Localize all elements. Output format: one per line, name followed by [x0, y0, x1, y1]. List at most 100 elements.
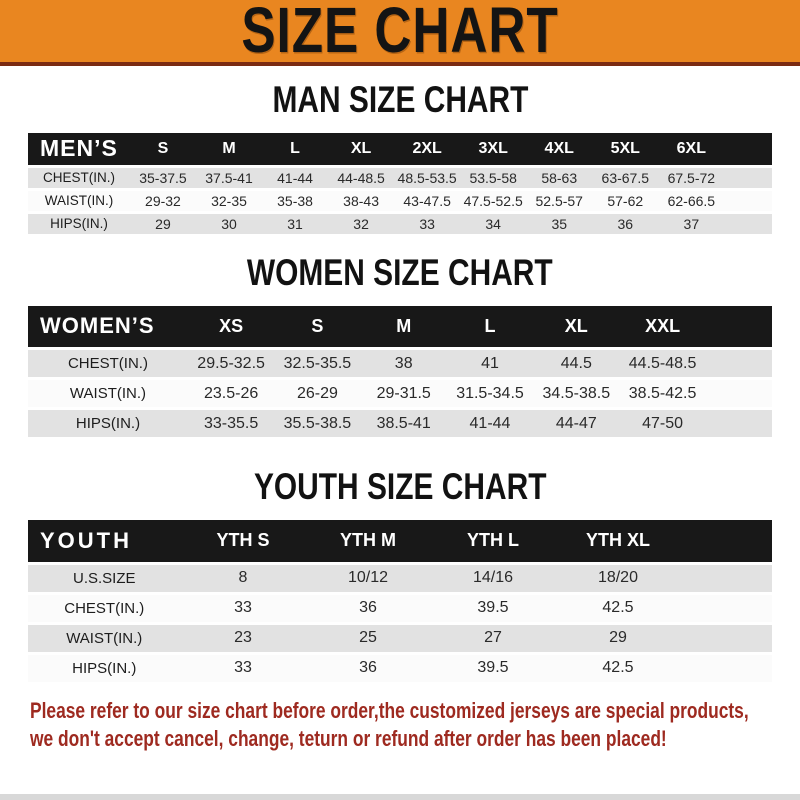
- size-value-cell: 47.5-52.5: [460, 189, 527, 214]
- size-value-cell: 31.5-34.5: [446, 378, 534, 410]
- column-header: 5XL: [592, 133, 659, 168]
- size-value-cell: 29.5-32.5: [187, 348, 275, 380]
- column-header: M: [360, 305, 447, 350]
- youth-section-title: YOUTH SIZE CHART: [253, 465, 547, 507]
- size-value-cell: 44-48.5: [328, 166, 395, 191]
- spacer-cell: [724, 133, 772, 168]
- women-section-title: WOMEN SIZE CHART: [247, 252, 553, 294]
- size-value-cell: 36: [305, 593, 431, 625]
- size-value-cell: 8: [180, 563, 306, 595]
- size-value-cell: 38: [360, 348, 447, 380]
- size-value-cell: 38.5-41: [360, 408, 447, 440]
- size-value-cell: 26-29: [274, 378, 361, 410]
- size-value-cell: 63-67.5: [592, 166, 659, 191]
- spacer-cell: [705, 348, 772, 380]
- section-youth: YOUTH SIZE CHART YOUTH YTH S YTH M YTH L YTH…: [0, 465, 800, 685]
- row-label: WAIST(IN.): [28, 378, 188, 410]
- note-line-2: we don't accept cancel, change, teturn o…: [30, 725, 667, 751]
- women-size-table: WOMEN’S XS S M L XL XXL CHEST(IN.) 29.5-32.5 32.5…: [28, 305, 772, 440]
- size-value-cell: 43-47.5: [394, 189, 461, 214]
- size-value-cell: 34: [460, 212, 527, 237]
- size-value-cell: 37.5-41: [195, 166, 263, 191]
- column-header: XS: [187, 305, 275, 350]
- table-row: CHEST(IN.) 35-37.5 37.5-41 41-44 44-48.5 48.5…: [28, 166, 772, 191]
- size-value-cell: 35: [526, 212, 593, 237]
- size-value-cell: 44-47: [533, 408, 620, 440]
- size-value-cell: 32: [328, 212, 395, 237]
- size-value-cell: 33: [394, 212, 461, 237]
- size-value-cell: 57-62: [592, 189, 659, 214]
- column-header: XL: [328, 133, 395, 168]
- size-value-cell: 18/20: [555, 563, 681, 595]
- column-header: L: [262, 133, 329, 168]
- size-value-cell: 47-50: [619, 408, 706, 440]
- size-value-cell: 29-31.5: [360, 378, 447, 410]
- row-label: HIPS(IN.): [28, 212, 130, 237]
- table-row: CHEST(IN.) 33 36 39.5 42.5: [28, 593, 772, 625]
- note-line-1: Please refer to our size chart before or…: [30, 697, 749, 723]
- row-label: HIPS(IN.): [28, 653, 181, 685]
- spacer-cell: [724, 166, 772, 191]
- size-value-cell: 39.5: [430, 593, 556, 625]
- row-label: CHEST(IN.): [28, 593, 181, 625]
- spacer-cell: [680, 520, 772, 565]
- table-row: WAIST(IN.) 23 25 27 29: [28, 623, 772, 655]
- size-value-cell: 42.5: [555, 593, 681, 625]
- size-value-cell: 34.5-38.5: [533, 378, 620, 410]
- size-value-cell: 53.5-58: [460, 166, 527, 191]
- spacer-cell: [705, 378, 772, 410]
- size-value-cell: 36: [592, 212, 659, 237]
- size-value-cell: 14/16: [430, 563, 556, 595]
- size-value-cell: 33: [180, 653, 306, 685]
- row-label: WAIST(IN.): [28, 623, 181, 655]
- column-header: 3XL: [460, 133, 527, 168]
- spacer-cell: [680, 653, 772, 685]
- size-value-cell: 32-35: [195, 189, 263, 214]
- row-label: CHEST(IN.): [28, 348, 188, 380]
- size-value-cell: 33: [180, 593, 306, 625]
- spacer-cell: [705, 408, 772, 440]
- column-header: YTH S: [180, 520, 306, 565]
- size-value-cell: 52.5-57: [526, 189, 593, 214]
- page-title: SIZE CHART: [241, 0, 559, 67]
- size-value-cell: 35.5-38.5: [274, 408, 361, 440]
- youth-size-table: YOUTH YTH S YTH M YTH L YTH XL U.S.SIZE 8 10/12…: [28, 520, 772, 685]
- size-value-cell: 33-35.5: [187, 408, 275, 440]
- column-header: 4XL: [526, 133, 593, 168]
- table-header-row: MEN’S S M L XL 2XL 3XL 4XL 5XL 6XL: [28, 133, 772, 168]
- table-row: HIPS(IN.) 29 30 31 32 33 34 35 36 37: [28, 212, 772, 237]
- column-header: M: [195, 133, 263, 168]
- column-header: XXL: [619, 305, 706, 350]
- size-value-cell: 44.5-48.5: [619, 348, 706, 380]
- banner: SIZE CHART: [0, 0, 800, 66]
- size-value-cell: 38.5-42.5: [619, 378, 706, 410]
- table-row: CHEST(IN.) 29.5-32.5 32.5-35.5 38 41 44.5 44.5…: [28, 348, 772, 380]
- size-value-cell: 27: [430, 623, 556, 655]
- size-value-cell: 29-32: [129, 189, 196, 214]
- section-men: MAN SIZE CHART MEN’S S M L XL 2XL 3XL 4XL 5XL 6XL…: [0, 79, 800, 237]
- spacer-cell: [680, 563, 772, 595]
- column-header: YTH M: [305, 520, 431, 565]
- size-value-cell: 67.5-72: [658, 166, 725, 191]
- size-value-cell: 41: [446, 348, 534, 380]
- size-value-cell: 36: [305, 653, 431, 685]
- size-value-cell: 29: [129, 212, 196, 237]
- bottom-strip: [0, 794, 800, 800]
- size-value-cell: 39.5: [430, 653, 556, 685]
- row-label: CHEST(IN.): [28, 166, 130, 191]
- column-header: XL: [533, 305, 620, 350]
- table-header-row: WOMEN’S XS S M L XL XXL: [28, 305, 772, 350]
- spacer-cell: [680, 623, 772, 655]
- size-value-cell: 41-44: [446, 408, 534, 440]
- spacer-cell: [705, 305, 772, 350]
- column-header: L: [446, 305, 534, 350]
- table-corner-label: WOMEN’S: [28, 305, 188, 350]
- size-value-cell: 44.5: [533, 348, 620, 380]
- table-corner-label: MEN’S: [28, 133, 130, 168]
- section-women: WOMEN SIZE CHART WOMEN’S XS S M L XL XXL CHEST(…: [0, 252, 800, 440]
- size-value-cell: 58-63: [526, 166, 593, 191]
- size-value-cell: 41-44: [262, 166, 329, 191]
- spacer-cell: [680, 593, 772, 625]
- column-header: 6XL: [658, 133, 725, 168]
